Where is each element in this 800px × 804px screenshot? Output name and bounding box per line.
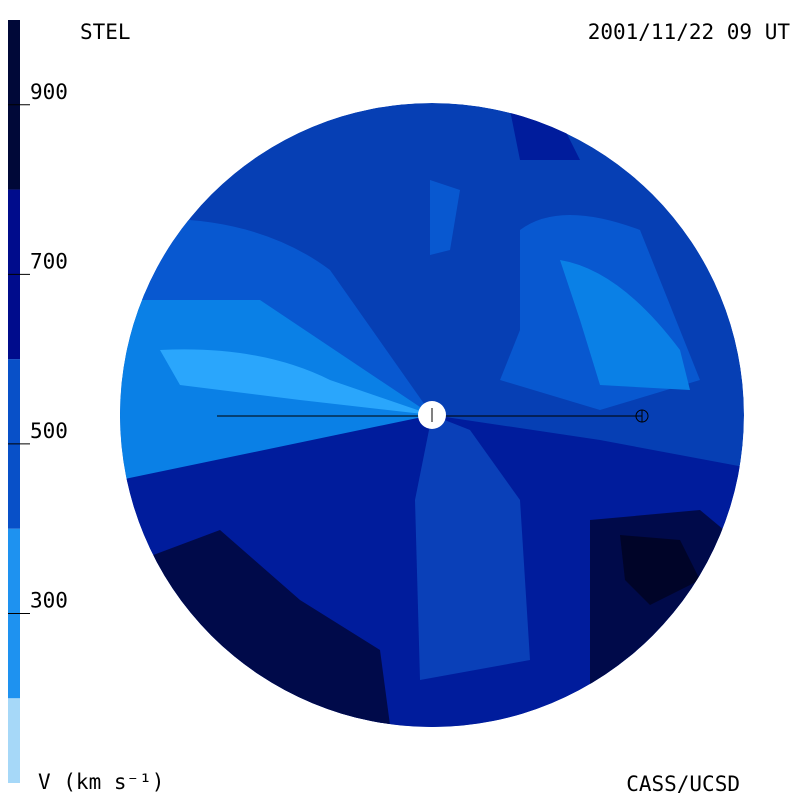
region: [510, 110, 580, 160]
tick-label: 700: [30, 249, 68, 273]
tick-label: 900: [30, 80, 68, 104]
region: [415, 415, 530, 680]
region: [560, 260, 690, 390]
title: STEL: [80, 20, 131, 44]
region: [430, 180, 460, 255]
tick-label: 300: [30, 588, 68, 612]
colorbar-band: [8, 698, 20, 783]
velocity-map: [120, 103, 744, 727]
credit: CASS/UCSD: [626, 772, 740, 796]
tick-label: 500: [30, 419, 68, 443]
date: 2001/11/22 09 UT: [588, 20, 791, 44]
region: [120, 218, 432, 415]
colorbar-label: V (km s⁻¹): [38, 770, 164, 794]
region: [160, 349, 432, 415]
region: [140, 530, 400, 727]
region: [620, 535, 700, 605]
